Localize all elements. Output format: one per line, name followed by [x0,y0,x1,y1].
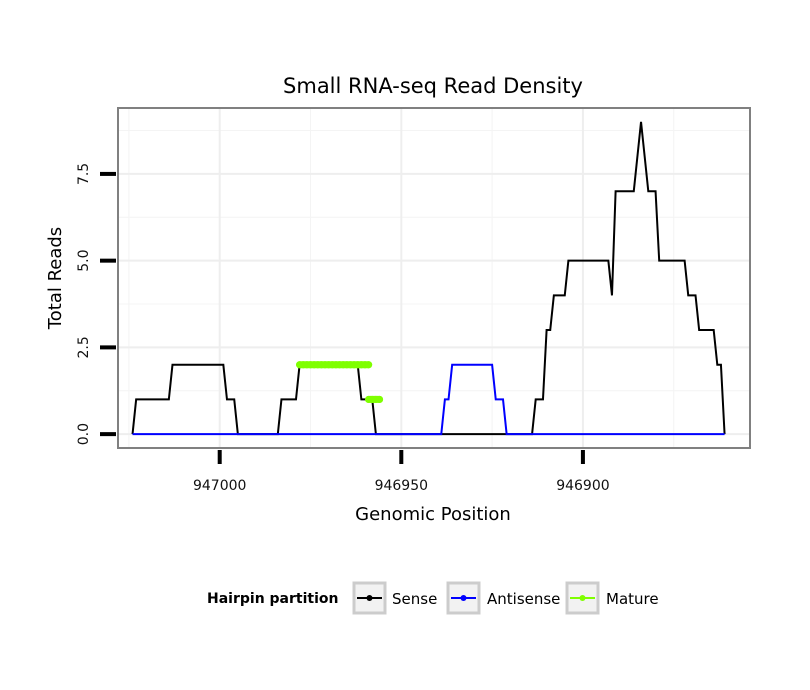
series-point-mature [365,361,373,369]
y-tick-label: 7.5 [76,163,92,185]
x-axis-title: Genomic Position [355,504,511,525]
legend-item-antisense: Antisense [446,581,560,615]
y-tick-label: 5.0 [76,250,92,272]
plot-background [118,108,750,448]
legend-label-sense: Sense [392,590,437,608]
legend: Hairpin partition Sense Antisense Mature [207,581,659,615]
legend-item-sense: Sense [352,581,437,615]
y-axis-title: Total Reads [45,227,66,330]
series-line-antisense [132,363,725,436]
series-layer [131,121,726,436]
y-tick-label: 0.0 [76,423,92,445]
plot-panel [117,107,751,449]
y-tick-label: 2.5 [76,336,92,358]
x-tick-label: 947000 [193,478,246,494]
legend-dot-antisense [460,595,467,601]
x-tick-label: 946950 [375,478,428,494]
x-axis: 947000 946950 946900 [193,450,610,494]
legend-label-antisense: Antisense [487,590,560,608]
legend-label-mature: Mature [606,590,659,608]
plot-border [117,107,751,449]
y-axis: 0.0 2.5 5.0 7.5 [76,163,116,445]
legend-title: Hairpin partition [207,591,338,607]
series-line-sense [131,121,726,436]
chart-title: Small RNA-seq Read Density [283,74,583,98]
series-point-mature [375,395,384,404]
legend-dot-mature [579,595,586,601]
x-tick-label: 946900 [556,478,609,494]
legend-dot-sense [366,595,373,601]
legend-item-mature: Mature [565,581,659,615]
